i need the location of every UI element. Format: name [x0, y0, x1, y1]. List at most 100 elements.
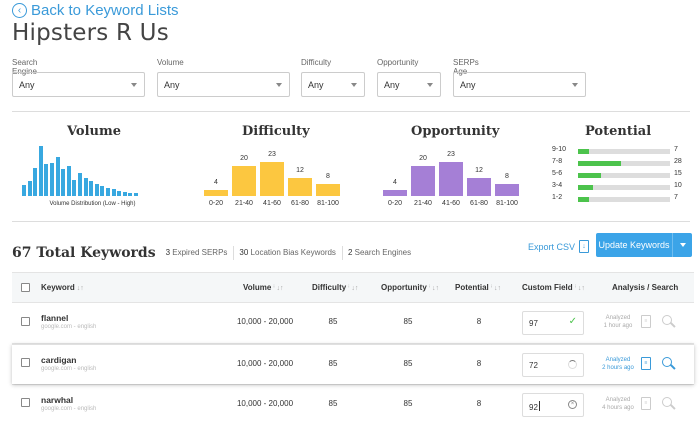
caret-down-icon — [276, 83, 282, 87]
page-title: Hipsters R Us — [12, 20, 169, 46]
opportunity-bar — [495, 184, 519, 196]
potential-value: 8 — [476, 399, 482, 408]
potential-track — [578, 197, 670, 202]
sort-icon: ⁱ ↓↑ — [273, 285, 284, 292]
potential-bar — [578, 197, 589, 202]
volume-bar — [134, 192, 138, 196]
difficulty-category-label: 21-40 — [235, 200, 253, 207]
search-engine-select[interactable]: Any — [12, 72, 145, 97]
col-opportunity[interactable]: Opportunity ⁱ ↓↑ — [381, 283, 439, 292]
opportunity-category-label: 21-40 — [414, 200, 432, 207]
potential-row: 3-4 10 — [552, 182, 692, 192]
table-header: Keyword ↓↑ Volume ⁱ ↓↑ Difficulty ⁱ ↓↑ Oppo… — [12, 272, 694, 303]
opportunity-bar — [439, 162, 463, 196]
volume-histogram — [22, 146, 162, 196]
search-icon[interactable] — [662, 357, 676, 371]
col-keyword[interactable]: Keyword ↓↑ — [41, 283, 84, 292]
expired-label: Expired SERPs — [172, 248, 228, 257]
filter-label: Difficulty — [301, 58, 332, 67]
custom-field-input[interactable]: 72 — [522, 353, 584, 377]
potential-category-label: 3-4 — [552, 182, 563, 189]
keyword-text: narwhal — [41, 395, 74, 405]
chevron-left-icon: ‹ — [12, 3, 27, 18]
analysis-status: Analyzed 1 hour ago — [598, 314, 638, 330]
back-link[interactable]: ‹ Back to Keyword Lists — [12, 2, 179, 19]
update-keywords-button[interactable]: Update Keywords — [596, 233, 692, 257]
custom-field-input[interactable]: 97 ✓ — [522, 311, 584, 335]
volume-value: 10,000 - 20,000 — [236, 359, 294, 368]
export-csv-button[interactable]: Export CSV ↓ — [528, 240, 590, 253]
clear-icon[interactable]: × — [568, 400, 577, 409]
volume-bar — [66, 165, 71, 196]
filter-label: Search Engine — [12, 58, 38, 76]
serps-age-select[interactable]: Any — [453, 72, 586, 97]
divider — [12, 111, 690, 112]
col-label: Difficulty — [312, 283, 347, 292]
location-bias-stat[interactable]: 30 Location Bias Keywords — [233, 246, 336, 260]
row-checkbox[interactable] — [21, 398, 30, 407]
row-checkbox[interactable] — [21, 358, 30, 367]
potential-value-label: 7 — [674, 194, 678, 201]
table-row: cardigan google.com - english 10,000 - 2… — [12, 344, 694, 384]
search-icon[interactable] — [662, 315, 676, 329]
potential-row: 1-2 7 — [552, 194, 692, 204]
sort-icon: ⁱ ↓↑ — [490, 285, 501, 292]
col-label: Opportunity — [381, 283, 427, 292]
volume-select[interactable]: Any — [157, 72, 290, 97]
potential-value: 8 — [476, 359, 482, 368]
volume-bar — [55, 157, 60, 196]
filter-difficulty: Difficulty Any — [301, 58, 365, 97]
opportunity-bar — [467, 178, 491, 196]
opportunity-bar — [383, 190, 407, 196]
volume-bar — [72, 180, 77, 196]
custom-field-input[interactable]: 92 × — [522, 393, 584, 417]
opportunity-value-label: 23 — [447, 151, 455, 158]
col-potential[interactable]: Potential ⁱ ↓↑ — [455, 283, 501, 292]
potential-bar — [578, 185, 594, 190]
potential-panel-title: Potential — [585, 124, 652, 139]
volume-bar — [100, 185, 105, 196]
update-label: Update Keywords — [598, 240, 670, 250]
serp-document-icon[interactable]: ≡ — [641, 315, 651, 328]
potential-bar — [578, 149, 589, 154]
loading-spinner-icon — [568, 360, 577, 369]
col-difficulty[interactable]: Difficulty ⁱ ↓↑ — [312, 283, 358, 292]
difficulty-value-label: 12 — [296, 167, 304, 175]
search-icon[interactable] — [662, 397, 676, 411]
col-label: Volume — [243, 283, 272, 292]
volume-bar — [50, 162, 54, 196]
engines-count: 2 — [347, 248, 353, 257]
select-all-checkbox[interactable] — [21, 283, 30, 292]
back-link-label: Back to Keyword Lists — [31, 2, 179, 19]
total-keywords: 67 Total Keywords — [12, 245, 156, 261]
col-label: Potential — [455, 283, 489, 292]
select-value: Any — [460, 80, 476, 90]
opportunity-category-label: 0-20 — [387, 200, 402, 207]
opportunity-value-label: 8 — [505, 173, 509, 181]
col-custom-field[interactable]: Custom Field ⁱ ↓↑ — [522, 283, 585, 292]
sort-icon: ⁱ ↓↑ — [428, 285, 439, 292]
difficulty-panel-title: Difficulty — [242, 124, 310, 139]
serp-document-icon[interactable]: ≡ — [641, 397, 651, 410]
caret-down-icon — [131, 83, 137, 87]
opportunity-value: 85 — [403, 317, 413, 326]
difficulty-value: 85 — [328, 399, 338, 408]
potential-track — [578, 149, 670, 154]
volume-bar — [111, 188, 116, 196]
potential-value-label: 7 — [674, 146, 678, 153]
serp-document-icon[interactable]: ≡ — [641, 357, 651, 370]
volume-bar — [89, 181, 94, 196]
difficulty-select[interactable]: Any — [301, 72, 365, 97]
col-volume[interactable]: Volume ⁱ ↓↑ — [243, 283, 284, 292]
update-dropdown-toggle[interactable] — [672, 233, 692, 257]
volume-bar — [94, 183, 99, 196]
row-checkbox[interactable] — [21, 317, 30, 326]
opportunity-category-label: 61-80 — [470, 200, 488, 207]
col-label: Keyword — [41, 283, 75, 292]
difficulty-value-label: 20 — [240, 155, 248, 163]
select-value: Any — [164, 80, 180, 90]
search-engines-stat[interactable]: 2 Search Engines — [341, 246, 411, 260]
expired-serps-stat[interactable]: 3 Expired SERPs — [166, 246, 228, 260]
volume-value: 10,000 - 20,000 — [236, 399, 294, 408]
opportunity-select[interactable]: Any — [377, 72, 441, 97]
